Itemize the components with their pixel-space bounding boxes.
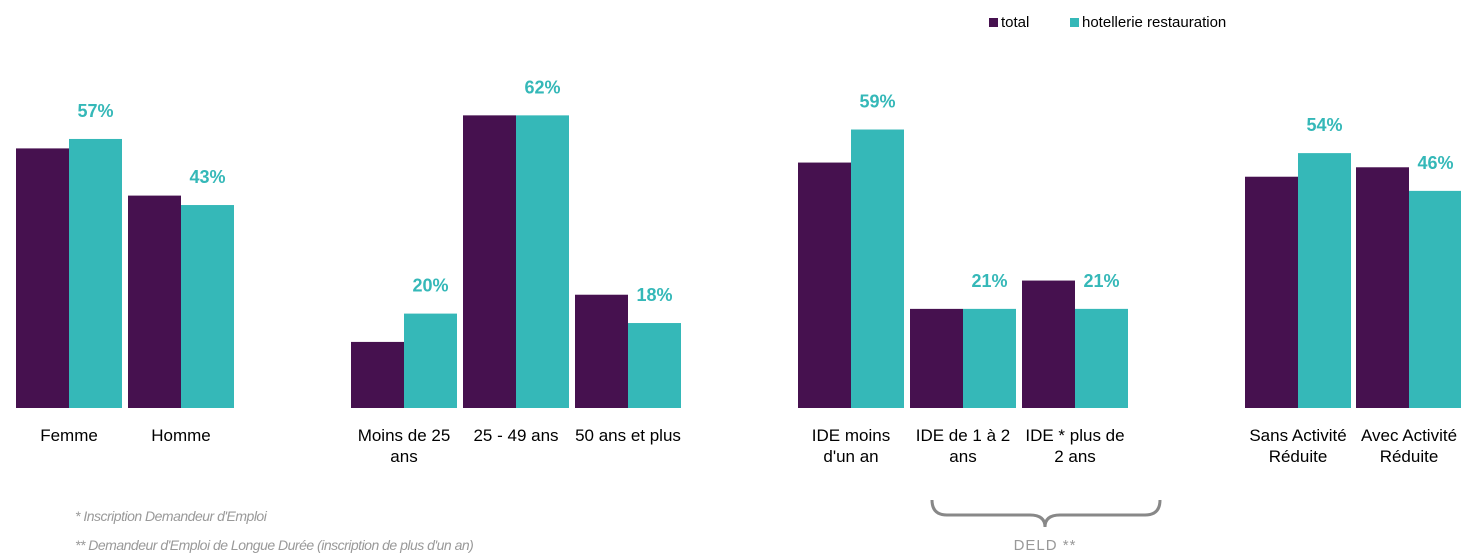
bar [910, 308, 963, 408]
bar [798, 162, 851, 408]
value-label: 54% [1306, 115, 1342, 135]
bar [1245, 176, 1298, 408]
legend-label: total [1001, 14, 1030, 31]
value-label: 62% [524, 77, 560, 97]
bar [1409, 190, 1461, 408]
brace [930, 499, 1162, 528]
bar [181, 205, 234, 408]
x-tick-label: Homme [151, 426, 211, 445]
legend-swatch [989, 18, 998, 27]
bar [1022, 280, 1075, 408]
x-tick-label: 50 ans et plus [575, 426, 681, 445]
legend-label: hotellerie restauration [1082, 14, 1227, 31]
bar [963, 308, 1016, 408]
x-tick-label: Avec Activité Réduite [1360, 426, 1458, 466]
value-label: 21% [1083, 271, 1119, 291]
bar [404, 313, 457, 408]
value-label: 18% [636, 285, 672, 305]
value-label: 20% [412, 276, 448, 296]
bar [516, 115, 569, 409]
legend-entry: hotellerie restauration [1070, 14, 1226, 31]
x-tick-label: 25 - 49 ans [473, 426, 559, 445]
bar [1298, 153, 1351, 408]
bar [351, 341, 404, 408]
bar [628, 323, 681, 408]
annotation: DELD ** [1013, 537, 1077, 554]
value-label: 43% [189, 167, 225, 187]
footnote: ** Demandeur d'Emploi de Longue Durée (i… [75, 537, 474, 553]
bar [69, 138, 122, 408]
bar [851, 129, 904, 408]
bar [1356, 167, 1409, 408]
bar [16, 148, 69, 408]
x-tick-label: Moins de 25 ans [357, 426, 451, 466]
value-label: 21% [971, 271, 1007, 291]
value-label: 46% [1417, 153, 1453, 173]
x-tick-label: Sans Activité Réduite [1249, 426, 1347, 466]
x-tick-label: Femme [40, 426, 98, 445]
footnote: * Inscription Demandeur d'Emploi [75, 508, 267, 524]
x-tick-label: IDE * plus de 2 ans [1025, 426, 1125, 466]
legend-entry: total [989, 14, 1029, 31]
value-label: 59% [859, 92, 895, 112]
bar [1075, 308, 1128, 408]
bar [128, 195, 181, 408]
value-label: 57% [77, 101, 113, 121]
x-tick-label: IDE de 1 à 2 ans [915, 426, 1011, 466]
bar [463, 115, 516, 409]
bar [575, 294, 628, 408]
legend-swatch [1070, 18, 1079, 27]
x-tick-label: IDE moins d'un an [811, 426, 891, 466]
